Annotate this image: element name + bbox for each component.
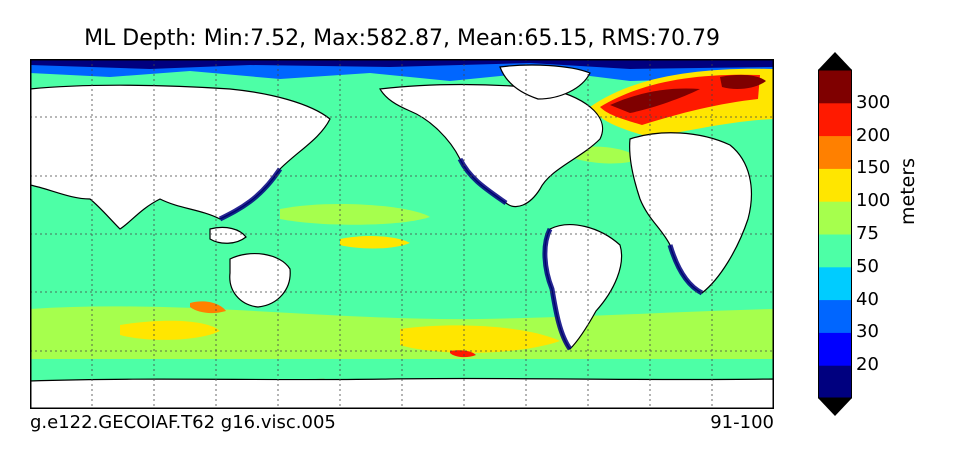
colorbar-tick-label: 300	[856, 91, 891, 113]
colorbar-segment	[818, 365, 852, 399]
colorbar-extend-max	[818, 52, 852, 70]
colorbar-segment	[818, 332, 852, 366]
colorbar-segment	[818, 299, 852, 333]
colorbar-extend-min	[818, 398, 852, 416]
nordic-seas-max	[720, 74, 766, 89]
colorbar-segment	[818, 234, 852, 268]
colorbar-segment	[818, 102, 852, 137]
colorbar-label: meters	[897, 157, 919, 225]
antarctic-band	[30, 359, 774, 377]
south-pacific-subtropical	[340, 236, 410, 249]
colorbar-segment	[818, 168, 852, 202]
colorbar-segment	[818, 135, 852, 169]
africa	[629, 132, 753, 294]
graticule	[30, 59, 774, 409]
greenland	[499, 64, 591, 100]
indian-sector-high	[120, 320, 220, 340]
colorbar-tick-label: 50	[856, 255, 879, 277]
colorbar-tick-label: 200	[856, 124, 891, 146]
colorbar-tick-label: 75	[856, 223, 879, 244]
map-frame	[30, 59, 774, 409]
pacific-sector-peak	[450, 350, 476, 358]
run-name: g.e122.GECOIAF.T62 g16.visc.005	[30, 412, 336, 433]
colorbar-segment	[818, 201, 852, 235]
north-pacific-subtropical	[280, 203, 430, 225]
colorbar-segment	[818, 70, 852, 104]
mixed-layer-depth-map	[30, 59, 774, 409]
colorbar-tick-label: 100	[856, 190, 891, 212]
maritime-continent	[209, 226, 247, 244]
colorbar-tick-label: 40	[856, 288, 879, 310]
plot-title: ML Depth: Min:7.52, Max:582.87, Mean:65.…	[84, 26, 720, 51]
australia	[229, 252, 291, 308]
coastal-shelf-bands	[218, 157, 704, 351]
north-atlantic-veryhigh	[600, 74, 760, 125]
colorbar	[818, 52, 852, 416]
north-atlantic-subtropical	[570, 146, 640, 164]
year-range: 91-100	[710, 412, 774, 433]
tasman-high	[190, 301, 226, 314]
pacific-sector-high	[400, 325, 560, 353]
colorbar-tick-label: 20	[856, 354, 879, 376]
colorbar-tick-label: 30	[856, 321, 879, 343]
colorbar-tick-label: 150	[856, 157, 891, 179]
north-atlantic-max	[610, 88, 700, 113]
antarctica	[30, 377, 774, 409]
colorbar-segments	[818, 52, 852, 416]
colorbar-segment	[818, 266, 852, 301]
